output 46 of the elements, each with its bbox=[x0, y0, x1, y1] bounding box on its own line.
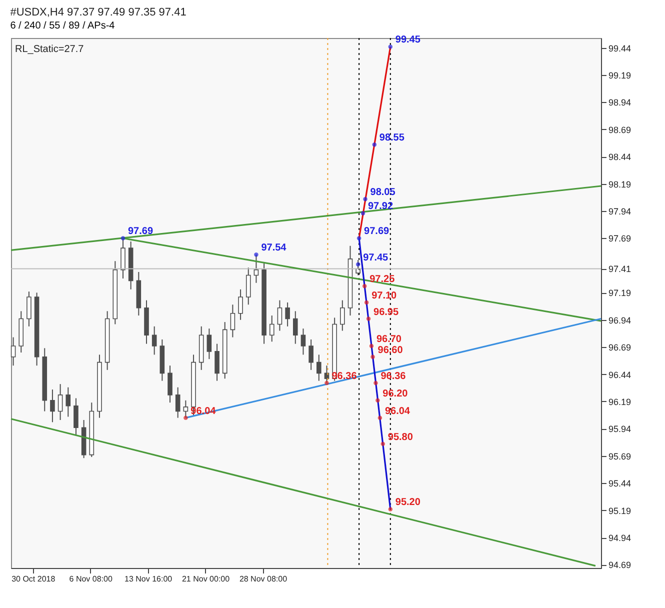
y-tick-label: 98.69 bbox=[608, 124, 632, 135]
x-tick-label: 13 Nov 16:00 bbox=[124, 574, 173, 584]
y-tick-label: 95.94 bbox=[608, 424, 632, 434]
y-tick-label: 96.69 bbox=[608, 342, 632, 353]
data-label: 96.95 bbox=[374, 306, 399, 318]
y-tick-label: 94.69 bbox=[608, 560, 632, 570]
y-tick-label: 96.44 bbox=[608, 370, 632, 380]
chart-title: #USDX,H4 97.37 97.49 97.35 97.41 bbox=[10, 6, 186, 19]
y-tick-label: 95.44 bbox=[608, 478, 632, 489]
data-label: 97.92 bbox=[368, 201, 394, 212]
data-label: 96.60 bbox=[378, 344, 404, 356]
y-tick-label: 96.94 bbox=[608, 315, 632, 326]
data-label: 98.05 bbox=[370, 187, 396, 198]
y-tick-label: 97.19 bbox=[608, 288, 632, 298]
y-tick-label: 94.94 bbox=[608, 533, 632, 544]
y-tick-label: 98.94 bbox=[608, 98, 632, 108]
data-label: 96.36 bbox=[380, 370, 406, 382]
data-label: 98.55 bbox=[379, 132, 405, 144]
x-tick-label: 6 Nov 08:00 bbox=[69, 574, 113, 584]
data-label: 96.70 bbox=[376, 334, 402, 345]
y-tick-label: 99.19 bbox=[608, 70, 632, 80]
y-tick-label: 95.19 bbox=[608, 506, 632, 516]
y-tick-label: 97.41 bbox=[608, 264, 632, 274]
data-label: 97.69 bbox=[364, 226, 390, 238]
y-tick-label: 97.94 bbox=[608, 206, 632, 217]
data-label: 97.69 bbox=[128, 226, 154, 238]
y-tick-label: 96.19 bbox=[608, 396, 632, 407]
data-label: 97.54 bbox=[261, 242, 287, 254]
x-tick-label: 21 Nov 00:00 bbox=[182, 574, 230, 584]
data-label: 95.80 bbox=[388, 432, 414, 443]
data-label: 97.25 bbox=[370, 274, 396, 286]
y-tick-label: 95.69 bbox=[608, 451, 632, 462]
data-label: 97.10 bbox=[372, 290, 398, 302]
data-label: 96.04 bbox=[384, 406, 410, 417]
x-tick-label: 28 Nov 08:00 bbox=[239, 574, 288, 584]
y-tick-label: 99.44 bbox=[608, 43, 632, 54]
chart-subtitle: 6 / 240 / 55 / 89 / APs-4 bbox=[10, 20, 116, 32]
data-label: 97.45 bbox=[363, 252, 389, 264]
y-tick-label: 98.44 bbox=[608, 152, 632, 162]
data-label: 95.20 bbox=[395, 497, 421, 508]
y-tick-label: 97.69 bbox=[608, 234, 632, 244]
data-label: 96.20 bbox=[382, 388, 408, 400]
data-label: 99.45 bbox=[395, 34, 421, 46]
y-tick-label: 98.19 bbox=[608, 179, 632, 190]
x-tick-label: 30 Oct 2018 bbox=[12, 574, 56, 584]
annotation: RL_Static=27.7 bbox=[15, 44, 84, 55]
